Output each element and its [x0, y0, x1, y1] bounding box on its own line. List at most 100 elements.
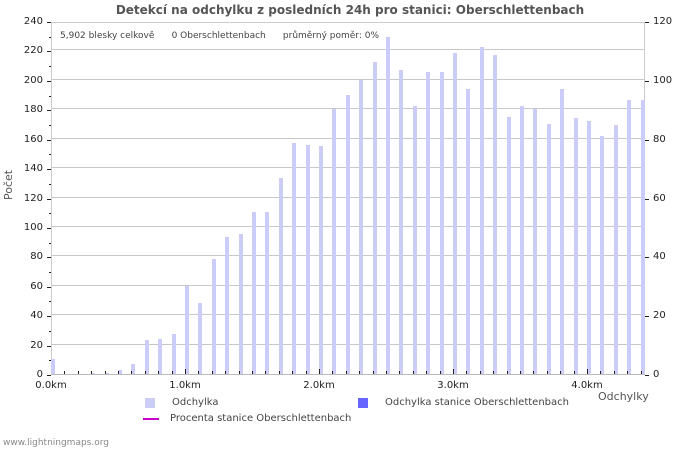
legend-line-percent: [143, 417, 159, 420]
x-tick-mark: [533, 371, 535, 374]
x-tick-mark: [439, 371, 441, 374]
legend-label: Procenta stanice Oberschlettenbach: [170, 413, 352, 424]
bar: [359, 79, 364, 374]
y2-tick-label: 100: [653, 74, 673, 86]
x-tick-mark: [600, 371, 602, 374]
y-tick-mark: [47, 22, 51, 23]
x-tick-mark: [77, 371, 79, 374]
x-tick-mark: [613, 371, 615, 374]
bar: [211, 259, 216, 374]
bar: [131, 363, 136, 374]
y-tick-mark: [47, 110, 51, 112]
x-tick-mark: [466, 371, 468, 374]
bar: [613, 125, 618, 374]
legend-item-percent: Procenta stanice Oberschlettenbach: [143, 413, 351, 424]
y-tick-mark: [47, 51, 51, 53]
bar: [319, 146, 323, 374]
x-tick-label: 4.0km: [571, 380, 603, 391]
y-tick-mark: [47, 80, 51, 82]
x-tick-mark: [252, 371, 253, 374]
legend-label: Odchylka stanice Oberschlettenbach: [385, 397, 569, 408]
y-minor-tick: [49, 154, 51, 156]
y-tick-mark: [47, 198, 51, 200]
bar: [546, 123, 551, 374]
y-tick-mark: [47, 375, 51, 376]
y2-tick-mark: [645, 22, 649, 23]
bar: [453, 53, 457, 374]
x-tick-mark: [359, 371, 361, 374]
x-tick-label: 0.0km: [35, 380, 67, 391]
y-tick-mark: [47, 227, 51, 229]
legend-label: Odchylka: [172, 397, 219, 408]
y-minor-tick: [49, 183, 51, 185]
y-tick-label: 80: [30, 251, 43, 263]
y-tick-label: 160: [23, 133, 43, 145]
bar: [479, 47, 484, 374]
x-tick-mark: [185, 369, 186, 374]
bar: [386, 37, 390, 374]
legend-swatch-odchylka: [145, 397, 155, 408]
bar: [399, 69, 404, 374]
bar: [520, 106, 524, 374]
x-tick-mark: [118, 371, 119, 374]
x-tick-mark: [292, 371, 294, 374]
gridline: [52, 49, 644, 51]
bar: [265, 212, 270, 374]
x-tick-mark: [64, 371, 66, 374]
x-tick-mark: [573, 371, 575, 374]
y-axis-left-title: Počet: [2, 169, 15, 200]
x-tick-mark: [399, 371, 401, 374]
bar: [332, 109, 337, 374]
x-tick-mark: [305, 371, 307, 374]
bar: [372, 62, 377, 374]
y-minor-tick: [49, 95, 51, 97]
bar: [51, 359, 55, 374]
bar: [118, 369, 122, 374]
x-axis-title: Odchylky: [598, 390, 649, 403]
x-tick-mark: [453, 369, 454, 374]
legend-item-station: Odchylka stanice Oberschlettenbach: [358, 397, 569, 408]
y2-tick-label: 0: [653, 369, 660, 380]
bar: [185, 285, 189, 374]
x-tick-mark: [198, 371, 200, 374]
bar: [91, 372, 96, 374]
y-tick-mark: [47, 257, 51, 259]
bar: [278, 178, 283, 374]
x-tick-mark: [520, 371, 521, 374]
x-tick-mark: [104, 371, 106, 374]
bar: [560, 88, 565, 374]
y-minor-tick: [49, 36, 51, 38]
bar: [412, 106, 417, 374]
bar: [198, 303, 203, 374]
bar: [587, 121, 591, 374]
gridline: [52, 78, 644, 80]
x-tick-mark: [587, 369, 588, 374]
y-tick-mark: [47, 169, 51, 171]
x-tick-mark: [345, 371, 347, 374]
y-tick-label: 240: [23, 16, 43, 27]
x-tick-mark: [372, 371, 374, 374]
y2-tick-label: 80: [653, 133, 666, 145]
y-tick-label: 220: [23, 45, 43, 57]
x-tick-mark: [627, 371, 629, 374]
x-tick-mark: [265, 371, 267, 374]
bar: [533, 109, 538, 374]
bar: [238, 234, 243, 374]
bar: [627, 100, 632, 374]
y2-tick-label: 20: [653, 310, 666, 322]
x-tick-mark: [144, 371, 146, 374]
x-tick-mark: [412, 371, 414, 374]
y2-tick-mark: [645, 198, 649, 200]
y-minor-tick: [49, 213, 51, 215]
y-minor-tick: [49, 124, 51, 126]
x-tick-mark: [506, 371, 508, 374]
y-tick-mark: [47, 286, 51, 288]
y-minor-tick: [49, 66, 51, 68]
chart-title: Detekcí na odchylku z posledních 24h pro…: [115, 3, 585, 17]
y2-tick-mark: [645, 316, 649, 318]
x-tick-label: 3.0km: [437, 380, 469, 391]
x-tick-label: 2.0km: [303, 380, 335, 391]
x-tick-mark: [386, 371, 387, 374]
bar: [600, 135, 605, 374]
bar: [640, 100, 645, 374]
